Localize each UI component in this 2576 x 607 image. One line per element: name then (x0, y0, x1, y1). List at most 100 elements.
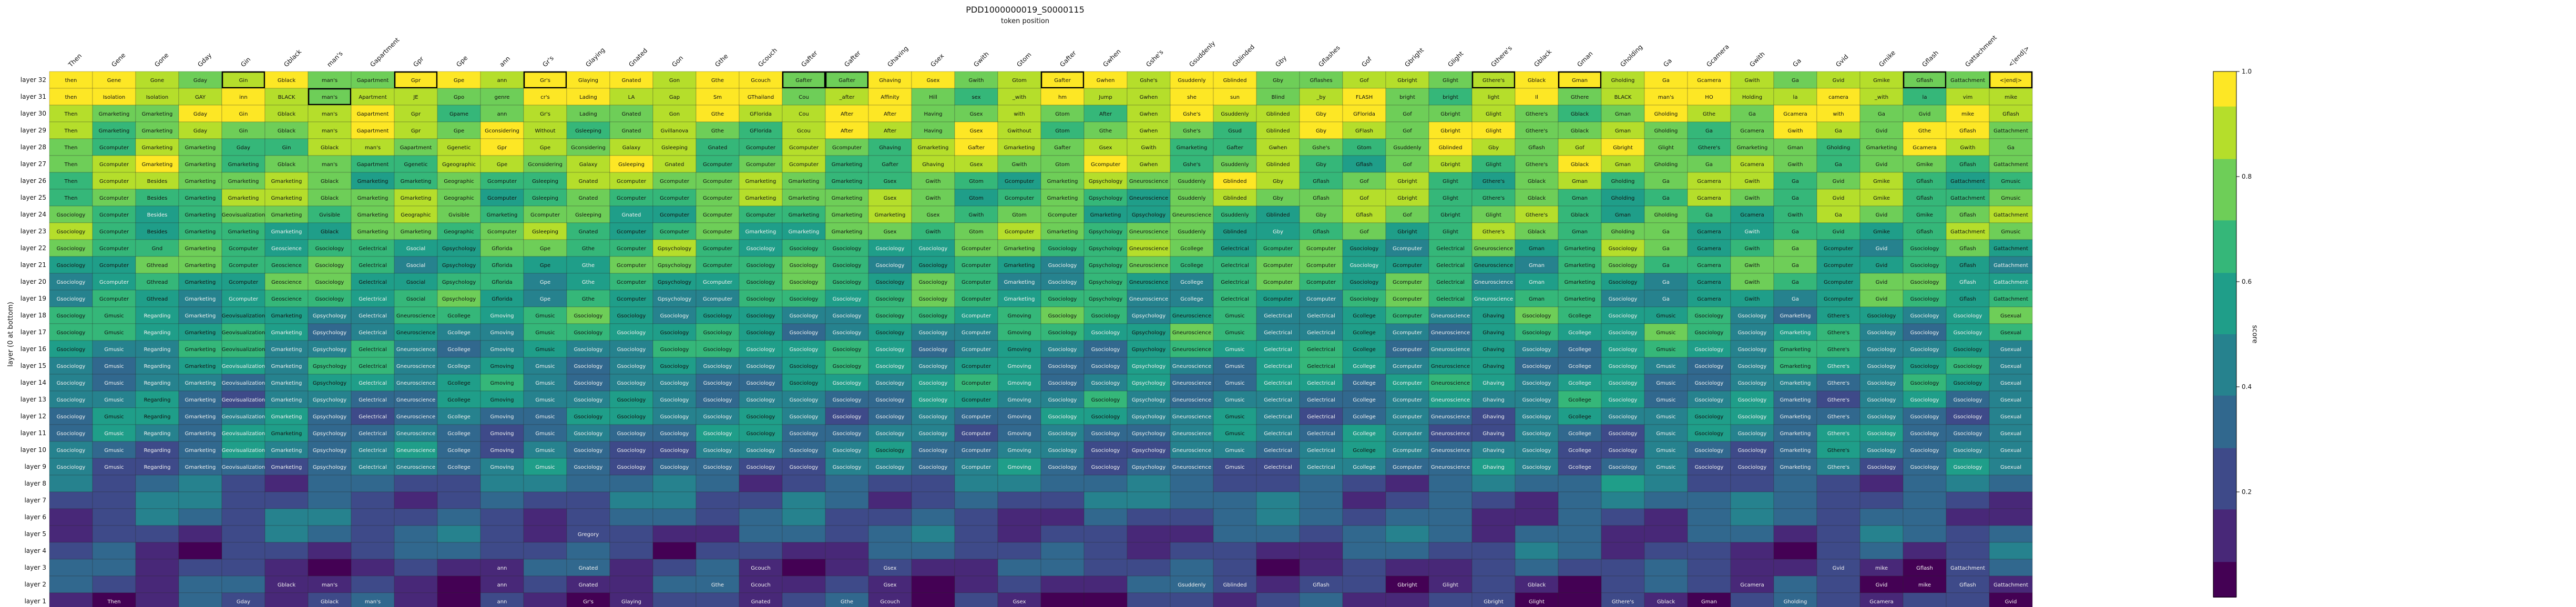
cell-label: Then (64, 162, 78, 168)
cell-label: Il (1535, 95, 1538, 100)
cell-label: Gsociology (1609, 263, 1638, 269)
heatmap-cell (135, 491, 179, 509)
heatmap-cell (609, 374, 653, 392)
heatmap-cell (221, 189, 265, 207)
cell-label: Gneuroscience (1172, 364, 1211, 369)
heatmap-cell (1989, 475, 2033, 492)
heatmap-cell (1687, 525, 1731, 543)
cell-label: Gafter (882, 162, 898, 168)
heatmap-cell (868, 458, 912, 476)
heatmap-cell (1946, 306, 1990, 324)
heatmap-cell (868, 105, 912, 122)
cell-label: Geovisualization (222, 465, 265, 470)
cell-label: Gsociology (1910, 380, 1939, 386)
cell-label: Gsociology (1738, 414, 1767, 420)
heatmap-cell (1859, 475, 1904, 492)
heatmap-cell (92, 222, 136, 240)
cell-label: After (884, 128, 897, 134)
colorbar-swatch (2213, 466, 2236, 475)
heatmap-cell (782, 121, 826, 139)
cell-label: Gsociology (1954, 313, 1982, 319)
heatmap-cell (1515, 155, 1559, 173)
heatmap-cell (437, 155, 481, 173)
cell-label: Gattachment (1950, 229, 1985, 235)
heatmap-cell (1213, 374, 1257, 392)
heatmap-cell (394, 155, 438, 173)
cell-label: Gcomputer (617, 229, 647, 235)
x-tick-label: Gnated (627, 47, 649, 68)
heatmap-cell (308, 559, 352, 577)
heatmap-cell (351, 559, 395, 577)
cell-label: Gthere's (1827, 414, 1849, 420)
cell-label: Gblack (1528, 229, 1546, 235)
heatmap-cell (1213, 121, 1257, 139)
heatmap-cell (523, 340, 567, 358)
heatmap-cell (782, 273, 826, 291)
cell-label: ann (497, 78, 507, 84)
heatmap-cell (1170, 273, 1214, 291)
heatmap-cell (609, 592, 653, 607)
heatmap-cell (1601, 290, 1645, 307)
x-tick-label: Gcouch (757, 46, 779, 68)
cell-label: Gcollege (1180, 296, 1203, 302)
cell-label: Gsociology (1048, 465, 1077, 470)
cell-label: Gsociology (790, 263, 819, 269)
colorbar-frame (2213, 71, 2237, 598)
heatmap-cell (264, 575, 309, 593)
cell-label: Gpr (411, 111, 421, 117)
heatmap-cell (609, 390, 653, 408)
heatmap-cell (264, 239, 309, 257)
heatmap-cell (566, 475, 610, 492)
heatmap-cell (1601, 172, 1645, 190)
cell-label: Gsociology (1695, 448, 1724, 454)
heatmap-cell (997, 189, 1041, 207)
heatmap-cell (480, 424, 524, 442)
heatmap-cell (1816, 172, 1861, 190)
cell-label: Gpe (540, 263, 550, 269)
cell-label: Gflash (1313, 179, 1330, 184)
cell-label: Gsociology (1091, 364, 1120, 369)
heatmap-cell (49, 441, 93, 459)
heatmap-cell (92, 592, 136, 607)
cell-label: Gvid (1833, 229, 1845, 235)
cell-label: Gmarketing (271, 364, 302, 369)
cell-label: Gelectrical (1264, 431, 1292, 437)
heatmap-cell (739, 323, 783, 341)
cell-label: Gsociology (876, 330, 905, 336)
heatmap-cell (1859, 458, 1904, 476)
cell-label: Gwithout (1007, 128, 1031, 134)
cell-label: Gsociology (660, 465, 689, 470)
y-tick-label: layer 32 (21, 76, 46, 84)
heatmap-cell (997, 256, 1041, 274)
cell-label: Gsociology (1910, 263, 1939, 269)
heatmap-cell (1859, 105, 1904, 122)
cell-label: Gattachment (1950, 196, 1985, 201)
cell-label: Gman (1572, 78, 1588, 84)
heatmap-cell (1816, 491, 1861, 509)
heatmap-cell (394, 121, 438, 139)
cell-label: Gpsychology (1132, 397, 1166, 403)
cell-label: Gcomputer (487, 229, 517, 235)
heatmap-cell (1471, 273, 1516, 291)
y-tick-label: layer 8 (24, 480, 46, 487)
cell-label: Gin (282, 145, 291, 151)
heatmap-cell (221, 205, 265, 223)
heatmap-cell (1385, 592, 1429, 607)
cell-label: Gmarketing (99, 111, 130, 117)
cell-label: Then (64, 145, 78, 151)
heatmap-cell (1989, 138, 2033, 156)
cell-label: Gcollege (1568, 313, 1591, 319)
cell-label: Gmarketing (142, 111, 173, 117)
heatmap-cell (437, 105, 481, 122)
heatmap-cell (1342, 407, 1386, 425)
heatmap-cell (1773, 357, 1817, 375)
heatmap-cell (1471, 222, 1516, 240)
heatmap-cell (1299, 222, 1343, 240)
heatmap-cell (954, 306, 998, 324)
cell-label: Gcamera (1697, 78, 1721, 84)
heatmap-cell (92, 273, 136, 291)
cell-label: Then (64, 128, 78, 134)
cell-label: light (1488, 95, 1499, 100)
cell-label: Gnated (708, 145, 728, 151)
heatmap-cell (1428, 290, 1473, 307)
